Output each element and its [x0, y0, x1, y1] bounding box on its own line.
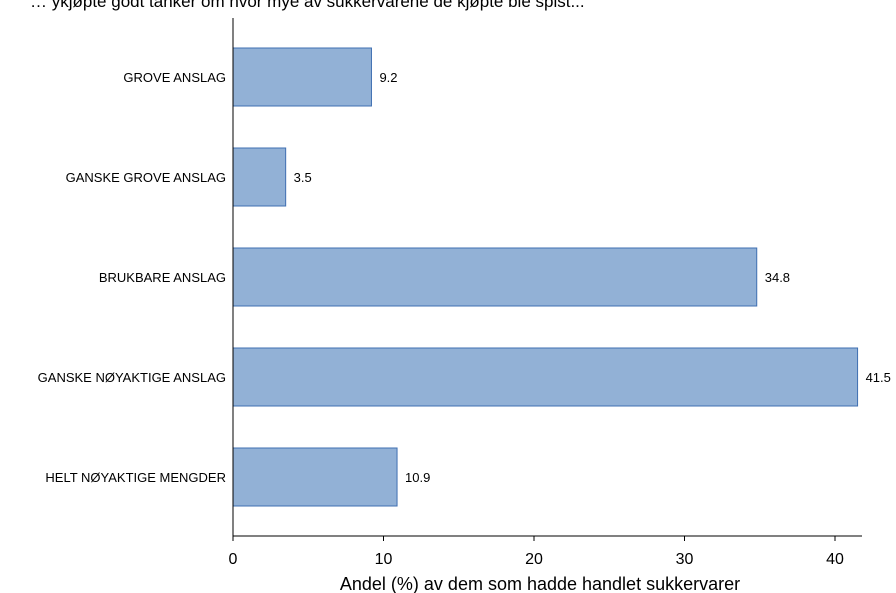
x-tick-label: 20	[525, 551, 543, 568]
x-tick-label: 0	[229, 551, 238, 568]
category-label: BRUKBARE ANSLAG	[99, 270, 226, 285]
labels-layer: GROVE ANSLAG 9.2 GANSKE GROVE ANSLAG 3.5 BRU…	[38, 70, 891, 485]
bars-layer	[232, 47, 859, 507]
category-label: GROVE ANSLAG	[123, 70, 226, 85]
x-tick-label: 30	[676, 551, 694, 568]
category-label: HELT NØYAKTIGE MENGDER	[45, 470, 226, 485]
bar	[232, 47, 372, 107]
category-label: GANSKE GROVE ANSLAG	[66, 170, 226, 185]
x-axis-title: Andel (%) av dem som hadde handlet sukke…	[340, 574, 740, 593]
value-label: 34.8	[765, 270, 790, 285]
value-label: 9.2	[379, 70, 397, 85]
bar	[232, 347, 859, 407]
header-text: … ykjøpte godt tanker om hvor mye av suk…	[30, 0, 585, 11]
x-tick-label: 10	[375, 551, 393, 568]
category-label: GANSKE NØYAKTIGE ANSLAG	[38, 370, 226, 385]
bar	[232, 247, 758, 307]
value-label: 41.5	[866, 370, 891, 385]
value-label: 3.5	[294, 170, 312, 185]
x-ticks: 0 10 20 30 40	[229, 536, 844, 568]
bar	[232, 447, 398, 507]
value-label: 10.9	[405, 470, 430, 485]
x-tick-label: 40	[826, 551, 844, 568]
bar	[232, 147, 287, 207]
